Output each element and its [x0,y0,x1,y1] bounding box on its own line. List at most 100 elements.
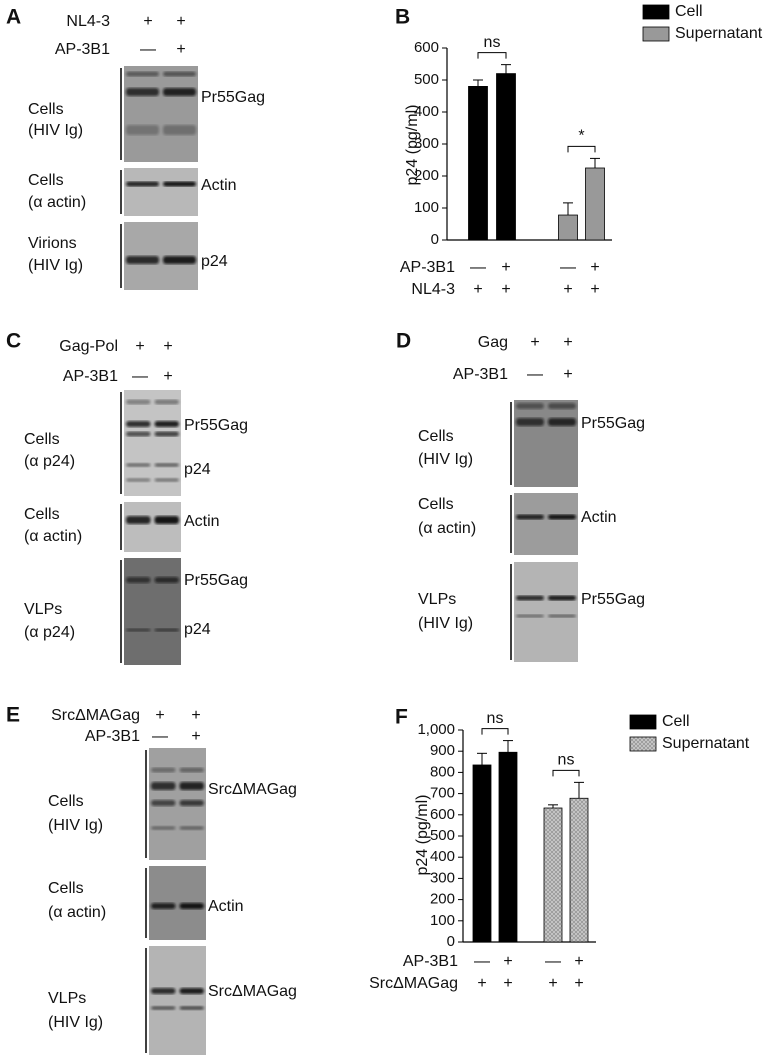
legend-swatch [642,4,670,20]
condition-mark: + [176,13,185,30]
blot-band [126,628,151,632]
sample-label: Cells [28,101,64,118]
blot-band [516,514,544,520]
blot-band [154,431,179,437]
band-label: Pr55Gag [201,89,265,106]
blot-image [124,66,198,162]
y-tick-label: 1,000 [417,721,455,738]
bar [468,86,488,241]
panel-letter: B [395,6,410,29]
error-bar [501,64,511,74]
sample-label: Cells [24,506,60,523]
blot-band [516,595,544,601]
error-bar [563,202,573,216]
condition-mark: — [132,368,148,385]
blot-band [151,903,176,909]
panel-letter: D [396,330,411,353]
sample-label: Cells [24,431,60,448]
blot-band [151,800,176,806]
blot-band [548,514,576,520]
blot-band [154,463,179,467]
blot-band [126,125,159,135]
x-row-mark: + [574,975,583,992]
blot-band [151,826,176,830]
blot-band [163,71,196,77]
x-row-mark: — [545,953,561,970]
band-label: Actin [201,177,237,194]
panel-letter: C [6,330,21,353]
blot-band [126,71,159,77]
legend-label: Supernatant [662,735,750,752]
blot-band [126,399,151,405]
y-tick-label: 800 [430,763,455,780]
significance-bracket [552,769,580,777]
y-tick-label: 100 [414,199,439,216]
legend-swatch [629,714,657,730]
condition-mark: + [143,13,152,30]
y-tick-label: 500 [414,71,439,88]
condition-mark: + [191,707,200,724]
x-row-mark: + [501,281,510,298]
legend-swatch [629,736,657,752]
error-bar [473,79,483,87]
y-tick-label: 300 [430,869,455,886]
x-row-label: NL4-3 [411,281,455,298]
blot-band [126,256,159,264]
condition-mark: — [527,366,543,383]
significance-label: * [578,128,584,145]
band-label: p24 [184,461,211,478]
sample-label: (α actin) [24,528,82,545]
blot-band [126,88,159,96]
condition-label: NL4-3 [66,13,110,30]
panel-letter: F [395,706,408,729]
condition-label: AP-3B1 [85,728,140,745]
x-row-label: SrcΔMAGag [369,975,458,992]
x-row-mark: — [560,259,576,276]
error-bar [503,740,513,753]
blot-band [516,614,544,618]
sample-label: Cells [28,172,64,189]
bar [496,73,516,241]
y-tick-label: 400 [430,848,455,865]
blot-image [124,168,198,216]
error-bar [548,804,558,809]
sample-label: Cells [418,496,454,513]
band-label: SrcΔMAGag [208,983,297,1000]
band-label: Actin [581,509,617,526]
sample-label: (HIV Ig) [418,451,473,468]
x-row-mark: + [473,281,482,298]
bar [543,807,563,943]
condition-mark: + [163,338,172,355]
blot-band [516,418,544,426]
blot-band [126,431,151,437]
y-tick-label: 0 [447,933,455,950]
blot-band [548,595,576,601]
sample-label: (α p24) [24,453,75,470]
x-row-mark: + [501,259,510,276]
blot-band [179,903,204,909]
blot-image [124,502,181,552]
blot-image [149,946,206,1055]
legend-label: Supernatant [675,25,763,42]
panel-letter: E [6,704,20,727]
x-row-label: AP-3B1 [403,953,458,970]
x-row-mark: + [477,975,486,992]
blot-band [179,800,204,806]
error-bar [574,781,584,799]
blot-band [163,256,196,264]
y-tick-label: 600 [414,39,439,56]
blot-band [548,418,576,426]
significance-label: ns [558,752,575,769]
condition-label: AP-3B1 [63,368,118,385]
significance-bracket [481,728,509,735]
blot-band [151,767,176,773]
blot-band [179,782,204,790]
sample-label: (HIV Ig) [48,817,103,834]
bar [585,167,605,241]
condition-label: Gag [478,334,508,351]
x-row-mark: + [548,975,557,992]
band-label: Actin [184,513,220,530]
y-tick-label: 200 [414,167,439,184]
x-row-mark: + [574,953,583,970]
y-axis-label: p24 (pg/ml) [414,795,431,876]
